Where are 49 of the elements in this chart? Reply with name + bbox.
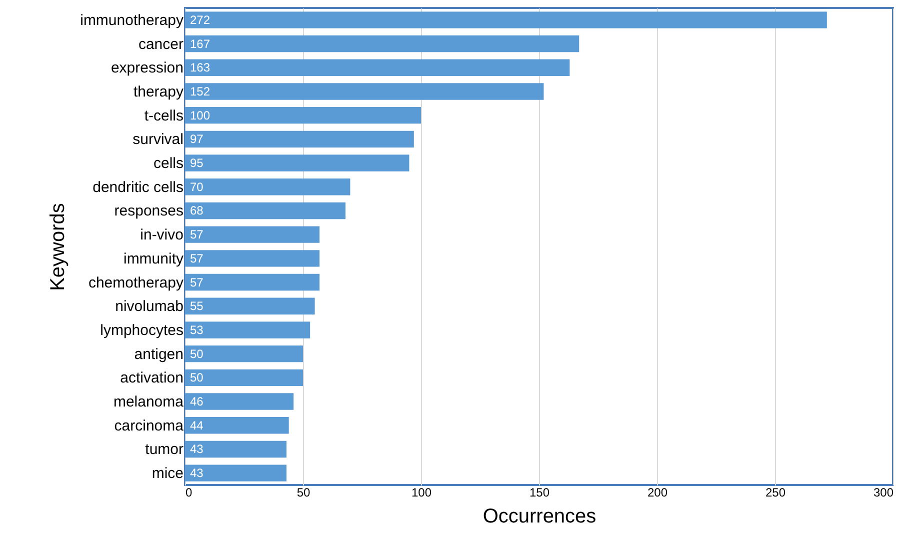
data-label: 95 bbox=[190, 156, 204, 170]
x-tick-label: 0 bbox=[186, 486, 192, 500]
data-label: 272 bbox=[190, 12, 210, 27]
x-tick-label: 100 bbox=[411, 486, 432, 500]
y-tick-label: nivolumab bbox=[115, 298, 184, 316]
data-label: 152 bbox=[190, 84, 210, 98]
y-tick-label: melanoma bbox=[113, 394, 184, 411]
y-tick-label: dendritic cells bbox=[92, 178, 184, 196]
data-label: 46 bbox=[190, 394, 204, 409]
y-tick-label: responses bbox=[114, 202, 184, 220]
x-tick-label: 150 bbox=[529, 486, 550, 500]
y-tick-label: expression bbox=[110, 60, 184, 77]
data-label: 70 bbox=[190, 180, 204, 194]
data-label: 57 bbox=[190, 275, 204, 290]
y-tick-label: carcinoma bbox=[114, 417, 184, 434]
y-tick-label: survival bbox=[132, 131, 184, 148]
y-tick-label: immunity bbox=[123, 250, 184, 268]
data-label: 53 bbox=[190, 322, 204, 337]
y-tick-label: in-vivo bbox=[140, 226, 184, 244]
y-tick-label: activation bbox=[120, 370, 184, 387]
data-label: 167 bbox=[190, 36, 210, 51]
y-tick-label: mice bbox=[152, 465, 184, 482]
x-tick-label: 50 bbox=[296, 486, 310, 500]
y-tick-label: tumor bbox=[145, 441, 184, 458]
data-label: 50 bbox=[190, 370, 204, 385]
data-label: 57 bbox=[190, 228, 204, 242]
x-tick-label: 250 bbox=[765, 486, 786, 500]
y-axis-title: Keywords bbox=[47, 203, 70, 291]
data-label: 50 bbox=[190, 346, 204, 361]
x-tick-label: 200 bbox=[647, 486, 668, 500]
data-label: 43 bbox=[190, 466, 204, 480]
data-label: 163 bbox=[190, 60, 210, 75]
y-tick-label: cancer bbox=[138, 36, 184, 53]
data-label: 100 bbox=[190, 108, 210, 122]
y-tick-label: t-cells bbox=[144, 107, 184, 124]
y-tick-label: lymphocytes bbox=[100, 322, 184, 339]
data-label: 57 bbox=[190, 251, 204, 266]
y-tick-label: chemotherapy bbox=[88, 274, 184, 292]
y-tick-label: immunotherapy bbox=[80, 12, 184, 29]
data-label: 68 bbox=[190, 204, 204, 218]
y-tick-label: cells bbox=[153, 155, 184, 172]
data-label: 55 bbox=[190, 299, 204, 314]
data-label: 97 bbox=[190, 132, 204, 146]
x-axis-title: Occurrences bbox=[482, 506, 596, 528]
y-tick-label: antigen bbox=[134, 346, 184, 363]
data-label: 43 bbox=[190, 442, 204, 456]
y-tick-label: therapy bbox=[133, 83, 184, 100]
data-label: 44 bbox=[190, 418, 204, 432]
x-tick-label: 300 bbox=[873, 486, 894, 500]
